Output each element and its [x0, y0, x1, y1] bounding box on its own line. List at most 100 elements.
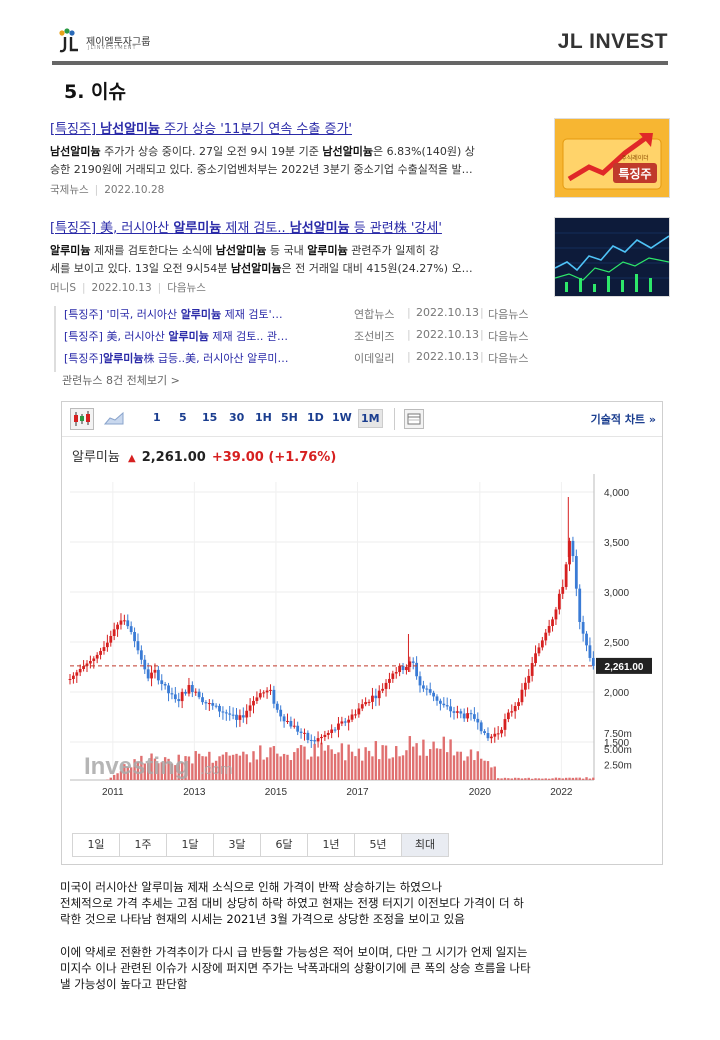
period-1m[interactable]: 1달: [167, 834, 214, 856]
ticker-change: +39.00 (+1.76%): [211, 450, 337, 465]
volume-bar: [344, 760, 347, 780]
volume-bar: [310, 756, 313, 780]
related-news-date: 2022.10.13: [416, 328, 479, 341]
candle: [279, 709, 283, 717]
interval-5h[interactable]: 5H: [281, 411, 298, 424]
candle: [245, 710, 249, 718]
period-max[interactable]: 최대: [402, 834, 448, 856]
interval-5[interactable]: 5: [179, 411, 187, 424]
period-1w[interactable]: 1주: [120, 834, 167, 856]
period-1y[interactable]: 1년: [308, 834, 355, 856]
y-tick-label: 3,000: [604, 588, 629, 599]
candle: [527, 675, 531, 683]
interval-15[interactable]: 15: [202, 411, 218, 424]
volume-bar: [490, 767, 493, 780]
volume-bar: [313, 743, 316, 780]
volume-bar: [140, 755, 143, 780]
related-news-item[interactable]: [특징주]알루미늄株 급등..美, 러시아산 알루미… 이데일리 | 2022.…: [64, 350, 529, 365]
volume-bar: [333, 753, 337, 780]
period-1d[interactable]: 1일: [73, 834, 120, 856]
related-news-source: 이데일리: [354, 352, 395, 365]
candle: [547, 626, 551, 633]
interval-1w[interactable]: 1W: [332, 411, 352, 424]
candle: [146, 669, 150, 679]
svg-text:주식레이더: 주식레이더: [621, 154, 649, 162]
interval-1d[interactable]: 1D: [307, 411, 324, 424]
candle: [289, 720, 293, 727]
volume-bar: [541, 778, 544, 780]
current-price-label: 2,261.00: [605, 662, 644, 673]
candle: [496, 733, 500, 735]
interval-1h[interactable]: 1H: [255, 411, 272, 424]
related-news-channel: 다음뉴스: [488, 308, 529, 321]
candle: [357, 708, 361, 715]
volume-bar: [486, 761, 490, 780]
volume-bar: [252, 751, 255, 780]
volume-bar: [432, 741, 435, 780]
period-6m[interactable]: 6달: [261, 834, 308, 856]
news-title-1[interactable]: [특징주] 남선알미늄 주가 상승 '11분기 연속 수출 증가': [50, 122, 352, 137]
candle: [197, 691, 201, 698]
volume-bar: [388, 758, 391, 780]
candle: [75, 672, 79, 676]
volume-bar: [157, 763, 160, 780]
candle: [388, 678, 391, 683]
price-chart[interactable]: 2,261.00 Investing .com 4,000 3,500 3,000 2,5…: [62, 462, 662, 824]
volume-bar: [303, 746, 306, 780]
analysis-paragraph-2: 이에 약세로 전환한 가격추이가 다시 급 반등할 가능성은 적어 보이며, 다…: [60, 945, 531, 991]
volume-bar: [211, 762, 214, 780]
candle: [92, 658, 96, 661]
candle: [449, 706, 452, 712]
technical-chart-link[interactable]: 기술적 차트 »: [590, 413, 656, 426]
candle: [489, 736, 493, 739]
interval-1[interactable]: 1: [153, 411, 161, 424]
volume-bar: [221, 754, 225, 780]
news-title-2[interactable]: [특징주] 美, 러시아산 알루미늄 제재 검토.. 남선알미늄 등 관련株 '…: [50, 221, 442, 236]
candle: [68, 679, 72, 680]
volume-bar: [262, 759, 265, 780]
related-news-item[interactable]: [특징주] '미국, 러시아산 알루미늄 제재 검토'… 연합뉴스 | 2022…: [64, 306, 529, 321]
volume-bar: [500, 778, 503, 780]
volume-bar: [129, 767, 133, 780]
candle: [591, 657, 595, 666]
candlestick-icon[interactable]: [70, 408, 94, 430]
candle: [252, 700, 255, 706]
volume-bar: [201, 756, 204, 780]
volume-bar: [435, 748, 439, 780]
related-news-more-link[interactable]: 관련뉴스 8건 전체보기 >: [62, 374, 180, 387]
volume-bar: [530, 778, 534, 780]
candle: [78, 669, 82, 673]
volume-bar: [429, 749, 432, 780]
area-chart-icon[interactable]: [103, 410, 124, 430]
volume-bar: [527, 777, 530, 780]
candle: [275, 703, 279, 710]
volume-bar: [575, 777, 578, 780]
related-news-source: 연합뉴스: [354, 308, 395, 321]
related-news-item[interactable]: [특징주] 美, 러시아산 알루미늄 제재 검토.. 관… 조선비즈 | 202…: [64, 328, 529, 343]
interval-1m[interactable]: 1M: [358, 409, 383, 428]
candle: [418, 676, 422, 686]
volume-bar: [279, 756, 282, 780]
period-3m[interactable]: 3달: [214, 834, 261, 856]
candle: [510, 711, 514, 713]
interval-30[interactable]: 30: [229, 411, 245, 424]
news-thumbnail-1[interactable]: 특징주 주식레이더: [554, 118, 670, 198]
volume-bar: [483, 760, 486, 780]
candle: [258, 693, 262, 698]
candle: [262, 692, 266, 694]
candle: [459, 711, 463, 714]
volume-bar: [378, 759, 381, 780]
volume-bar: [578, 777, 581, 780]
volume-bar: [327, 745, 330, 780]
news-thumbnail-2[interactable]: [554, 217, 670, 297]
volume-bar: [558, 777, 561, 780]
period-5y[interactable]: 5년: [355, 834, 402, 856]
candle: [415, 662, 419, 677]
volume-bar: [160, 762, 163, 780]
related-news-channel: 다음뉴스: [488, 352, 529, 365]
candle: [122, 620, 126, 622]
candle: [139, 650, 143, 660]
volume-bar: [214, 760, 218, 780]
table-icon[interactable]: [404, 409, 424, 429]
related-news-date: 2022.10.13: [416, 350, 479, 363]
